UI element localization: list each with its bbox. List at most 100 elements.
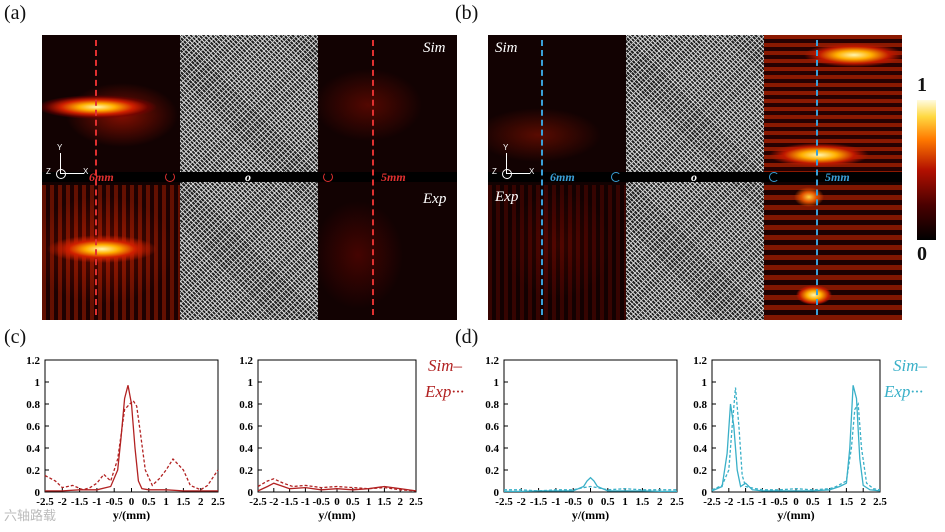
field-map-a: Sim Exp 6mm o 5mm Y Z X [42, 35, 457, 320]
y-tick-label: 1 [248, 377, 254, 389]
x-tick-label: -2.5 [36, 496, 54, 508]
x-tick-label: -1.5 [737, 496, 755, 508]
y-tick-label: 1 [702, 377, 708, 389]
series-line-exp [504, 485, 677, 492]
polarization-circle-icon [611, 172, 621, 182]
y-tick-label: 0.4 [693, 443, 707, 455]
polarization-circle-icon [323, 172, 333, 182]
focal-line-left-a [95, 40, 97, 315]
x-tick-label: 0 [334, 496, 340, 508]
y-tick-label: 0 [248, 487, 254, 499]
x-tick-label: 1.5 [378, 496, 392, 508]
x-tick-label: 1.5 [636, 496, 650, 508]
chart-c-left: 0 0.2 0.4 0.6 0.8 1 1.2 -2.5 -2 -1.5 -1 -0.5 0 0.5 1 1.… [26, 355, 225, 522]
panel-label-d: (d) [455, 326, 479, 348]
exp-intensity-right [764, 185, 902, 320]
x-tick-label: 2 [657, 496, 663, 508]
y-tick-label: 0.2 [26, 465, 40, 477]
y-tick-label: 0.6 [693, 421, 707, 433]
x-tick-label: -2.5 [249, 496, 267, 508]
x-tick-label: 1 [366, 496, 372, 508]
x-tick-label: 0 [793, 496, 799, 508]
x-tick-label: 1.5 [840, 496, 854, 508]
x-tick-label: 2 [860, 496, 866, 508]
y-tick-label: 0.2 [485, 465, 499, 477]
y-tick-label: 0.6 [485, 421, 499, 433]
y-tick-label: 0.8 [693, 399, 707, 411]
watermark: 六轴路载 [4, 508, 57, 523]
x-tick-label: 1 [622, 496, 628, 508]
x-tick-label: 1.5 [177, 496, 191, 508]
exp-intensity-right [318, 185, 457, 320]
colorbar [917, 100, 936, 240]
divider-b [488, 172, 902, 182]
x-tick-label: 2.5 [670, 496, 684, 508]
distance-left-b: 6mm [550, 170, 575, 184]
sim-intensity-right [764, 35, 902, 175]
x-tick-label: 1 [827, 496, 833, 508]
y-tick-label: 0 [494, 487, 500, 499]
legend-exp-c: Exp··· [425, 382, 465, 401]
y-tick-label: 1.2 [239, 355, 253, 367]
y-tick-label: 0.6 [26, 421, 40, 433]
x-tick-label: -2 [58, 496, 68, 508]
panel-label-a: (a) [4, 2, 27, 24]
sim-intensity-right [318, 35, 457, 175]
x-tick-label: -2 [269, 496, 279, 508]
series-line-exp [44, 399, 219, 491]
field-map-b: Sim Exp 6mm o 5mm Y Z X [488, 35, 902, 320]
y-tick-label: 0.4 [26, 443, 40, 455]
plot-frame [44, 359, 219, 493]
x-tick-label: 0.5 [346, 496, 360, 508]
y-tick-label: 0.8 [485, 399, 499, 411]
x-tick-label: 2.5 [409, 496, 423, 508]
x-tick-label: -0.5 [770, 496, 788, 508]
x-axis-label: y/(mm) [113, 508, 150, 522]
sim-label-b: Sim [495, 40, 518, 56]
x-tick-label: -1 [758, 496, 767, 508]
sim-label-a: Sim [423, 40, 446, 56]
y-tick-label: 0.2 [693, 465, 707, 477]
y-tick-label: 1 [35, 377, 41, 389]
x-axis-label: y/(mm) [318, 508, 355, 522]
y-tick-label: 0.4 [485, 443, 499, 455]
y-tick-label: 1.2 [693, 355, 707, 367]
divider-a [42, 172, 457, 182]
focal-line-right-a [372, 40, 374, 315]
x-tick-label: 0.5 [601, 496, 615, 508]
series-line-exp [711, 387, 881, 491]
x-tick-label: -1.5 [530, 496, 548, 508]
distance-right-b: 5mm [825, 170, 850, 184]
y-tick-label: 0.6 [239, 421, 253, 433]
x-tick-label: -1.5 [281, 496, 299, 508]
focal-line-right-b [816, 40, 818, 315]
y-tick-label: 0 [35, 487, 41, 499]
exp-intensity-left [488, 185, 626, 320]
series-line-exp [257, 478, 417, 492]
x-tick-label: 2 [198, 496, 204, 508]
exp-label-b: Exp [495, 189, 519, 205]
x-tick-label: -1 [551, 496, 560, 508]
x-tick-label: -0.5 [312, 496, 330, 508]
distance-left-a: 6mm [89, 170, 114, 184]
chart-d-left: 0 0.2 0.4 0.6 0.8 1 1.2 -2.5 -2 -1.5 -1 -0.5 0 0.5 1 1.… [485, 355, 684, 522]
x-tick-label: -0.5 [105, 496, 123, 508]
origin-label-b: o [691, 170, 697, 184]
sim-intensity-left [488, 75, 626, 175]
y-tick-label: 0 [702, 487, 708, 499]
panel-label-c: (c) [4, 326, 27, 348]
x-tick-label: -2.5 [703, 496, 721, 508]
coordinate-axes-icon: Y Z X [46, 143, 88, 179]
x-tick-label: -1.5 [71, 496, 89, 508]
colorbar-min: 0 [917, 243, 927, 265]
x-tick-label: 0 [129, 496, 135, 508]
distance-right-a: 5mm [381, 170, 406, 184]
x-tick-label: -0.5 [564, 496, 582, 508]
plot-frame [257, 359, 417, 493]
y-tick-label: 0.8 [26, 399, 40, 411]
exp-intensity-left [42, 185, 180, 320]
y-tick-label: 0.2 [239, 465, 253, 477]
coordinate-axes-icon: Y Z X [492, 143, 534, 179]
plot-frame [503, 359, 678, 493]
x-tick-label: -1 [301, 496, 310, 508]
